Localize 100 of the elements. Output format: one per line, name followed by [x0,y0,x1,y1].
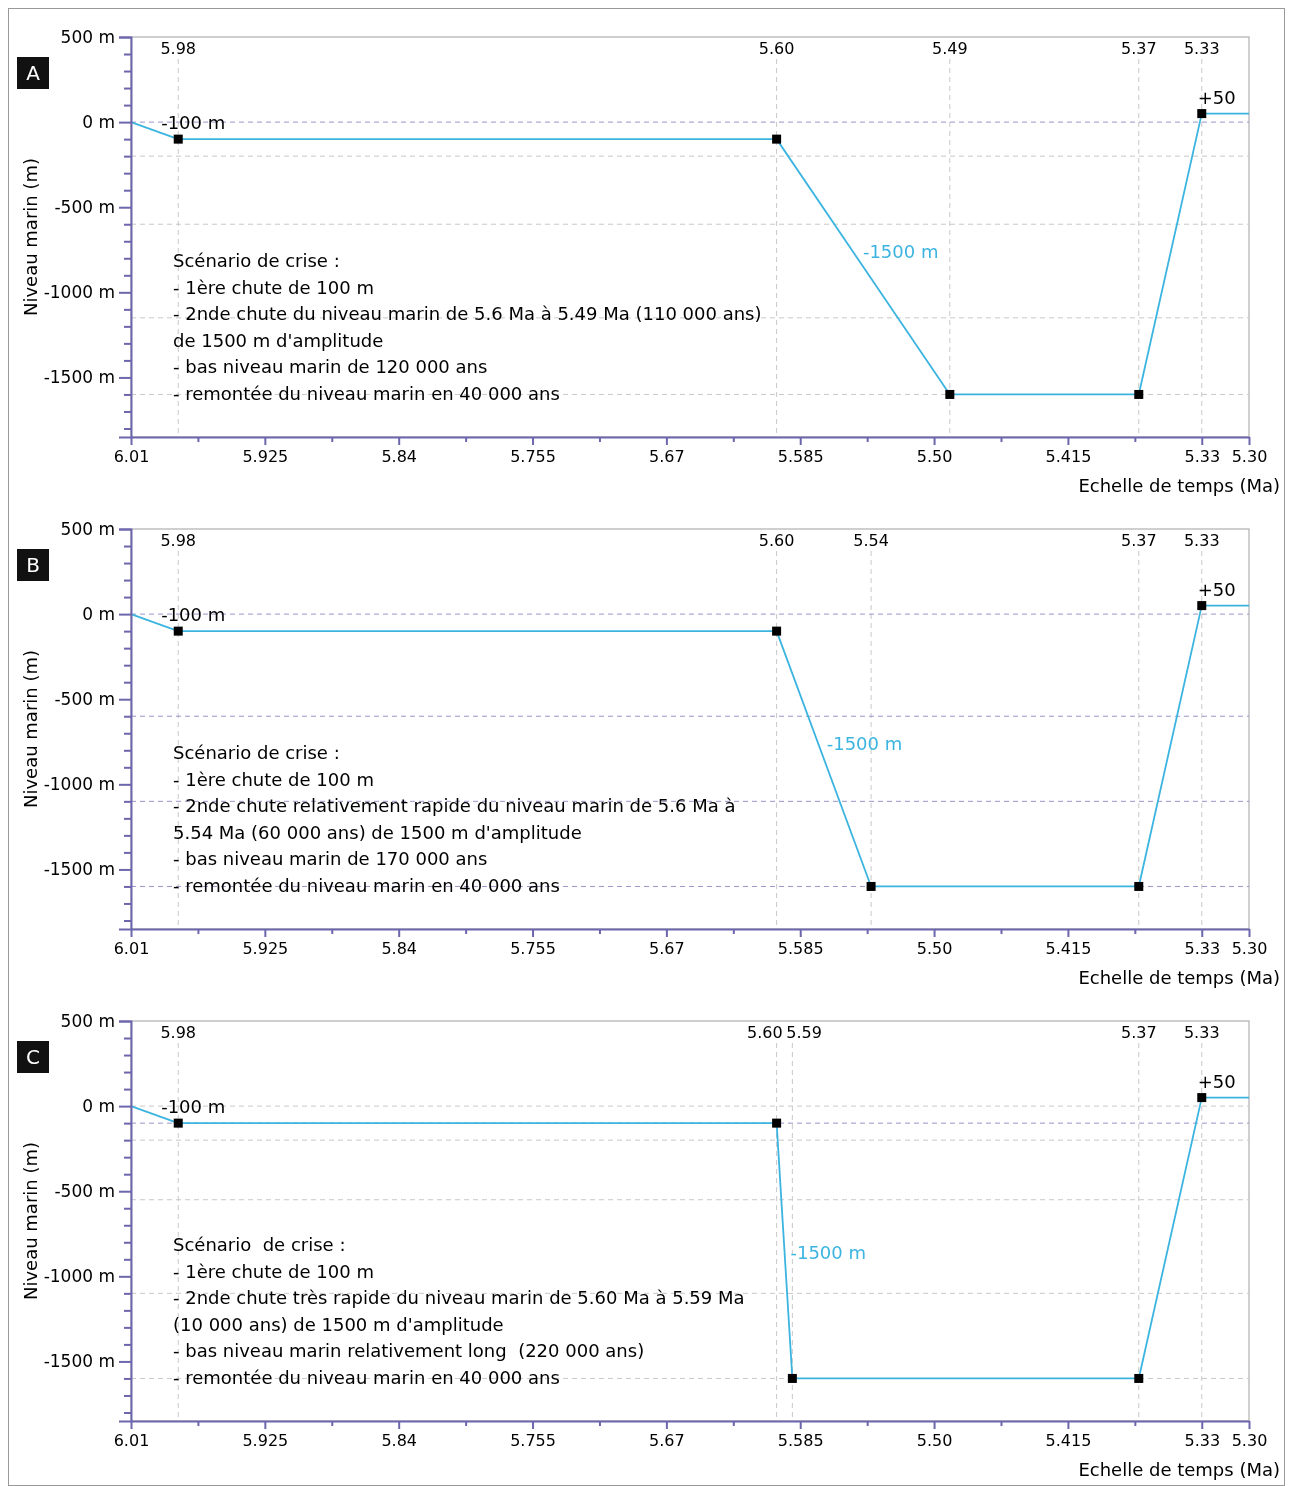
ref-line-label: 5.54 [853,531,889,550]
x-tick-label: 5.585 [777,1431,824,1451]
x-tick-label: 5.84 [381,1431,417,1451]
point [173,134,183,144]
x-tick-label: 5.50 [916,1431,953,1451]
x-tick-label: 6.01 [113,939,150,959]
annotation: - remontée du niveau marin en 40 000 ans [173,1366,560,1388]
x-tick-label: 5.30 [1231,1431,1268,1451]
annotation: - bas niveau marin relativement long (220 000 ans) [173,1340,645,1361]
ref-line-label: 5.33 [1183,531,1220,550]
y-axis-title: Niveau marin (m) [20,1141,41,1301]
ref-line-label: 5.49 [932,39,968,58]
annotation: - bas niveau marin de 120 000 ans [173,356,488,377]
x-axis-title: Echelle de temps (Ma) [1078,1459,1280,1480]
point [787,1373,797,1383]
annotation: Scénario de crise : [173,250,340,271]
point [772,134,782,144]
ref-line-label: 5.59 [786,1023,822,1042]
y-axis-title: Niveau marin (m) [20,157,41,317]
y-tick-label: 500 m [60,26,115,47]
point [1134,389,1144,399]
annotation: - 2nde chute relativement rapide du niveau marin de 5.6 Ma à [173,795,736,816]
y-tick-label: 500 m [60,1010,115,1031]
x-tick-label: 5.415 [1045,447,1092,467]
point [173,626,183,636]
x-tick-label: 5.33 [1184,447,1221,467]
x-axis-title: Echelle de temps (Ma) [1078,475,1280,496]
y-tick-label: -1000 m [43,774,115,795]
y-tick-label: -500 m [54,1181,115,1202]
annotation: 5.54 Ma (60 000 ans) de 1500 m d'amplitude [173,821,582,843]
ref-line-label: 5.33 [1183,39,1220,58]
ref-line-label: 5.60 [758,39,795,58]
y-tick-label: 500 m [60,518,115,539]
ref-line-label: 5.98 [160,531,197,550]
x-tick-label: 5.415 [1045,1431,1092,1451]
annotation: - 2nde chute très rapide du niveau marin de 5.60 Ma à 5.59 Ma [173,1287,745,1308]
annotation: Scénario de crise : [173,1234,346,1255]
x-tick-label: 5.67 [649,447,685,467]
x-tick-label: 5.67 [649,1431,685,1451]
point [1197,601,1207,611]
x-tick-label: 5.585 [777,447,824,467]
annotation: +50 [1197,578,1236,600]
y-tick-label: -1500 m [43,367,115,388]
annotation: -100 m [161,604,226,626]
y-tick-label: -1500 m [43,1351,115,1372]
annotation: Scénario de crise : [173,742,340,763]
annotation: - 1ère chute de 100 m [173,1260,374,1282]
y-tick-label: -1000 m [43,282,115,303]
annotation: - 2nde chute du niveau marin de 5.6 Ma à 5.49 Ma (110 000 ans) [173,303,762,324]
x-tick-label: 5.33 [1184,1431,1221,1451]
annotation: -100 m [161,112,226,134]
point [1197,109,1207,119]
point [772,626,782,636]
x-tick-label: 5.925 [242,1431,289,1451]
y-tick-label: 0 m [82,112,115,133]
annotation: -1500 m [862,241,939,263]
annotation: +50 [1197,1070,1236,1092]
ref-line-label: 5.33 [1183,1023,1220,1042]
x-tick-label: 5.925 [242,447,289,467]
text: B [26,553,40,577]
annotation: -1500 m [790,1242,867,1264]
y-tick-label: -500 m [54,197,115,218]
point [772,1118,782,1128]
x-tick-label: 5.67 [649,939,685,959]
x-tick-label: 5.925 [242,939,289,959]
point [866,881,876,891]
ref-line-label: 5.98 [160,39,197,58]
ref-line-label: 5.37 [1120,39,1157,58]
y-tick-label: -1500 m [43,859,115,880]
y-tick-label: 0 m [82,604,115,625]
annotation: - 1ère chute de 100 m [173,276,374,298]
x-tick-label: 5.755 [510,447,556,467]
ref-line-label: 5.37 [1120,531,1157,550]
ref-line-label: 5.60 [746,1023,783,1042]
point [173,1118,183,1128]
x-tick-label: 5.50 [916,447,953,467]
x-tick-label: 5.84 [381,447,417,467]
x-tick-label: 5.585 [777,939,824,959]
x-tick-label: 5.84 [381,939,417,959]
annotation: - remontée du niveau marin en 40 000 ans [173,382,560,404]
y-tick-label: 0 m [82,1096,115,1117]
x-tick-label: 5.755 [510,939,556,959]
annotation: - bas niveau marin de 170 000 ans [173,848,488,869]
x-tick-label: 5.50 [916,939,953,959]
ref-line-label: 5.98 [160,1023,197,1042]
x-tick-label: 6.01 [113,1431,150,1451]
annotation: -1500 m [826,733,903,755]
annotation: +50 [1197,86,1236,108]
point [1197,1093,1207,1103]
text: C [26,1045,40,1069]
x-tick-label: 5.755 [510,1431,556,1451]
x-axis-title: Echelle de temps (Ma) [1078,967,1280,988]
x-tick-label: 5.415 [1045,939,1092,959]
x-tick-label: 6.01 [113,447,150,467]
ref-line-label: 5.60 [758,531,795,550]
point [1134,1373,1144,1383]
annotation: - 1ère chute de 100 m [173,768,374,790]
annotation: (10 000 ans) de 1500 m d'amplitude [173,1313,504,1335]
text: A [26,61,41,85]
x-tick-label: 5.33 [1184,939,1221,959]
